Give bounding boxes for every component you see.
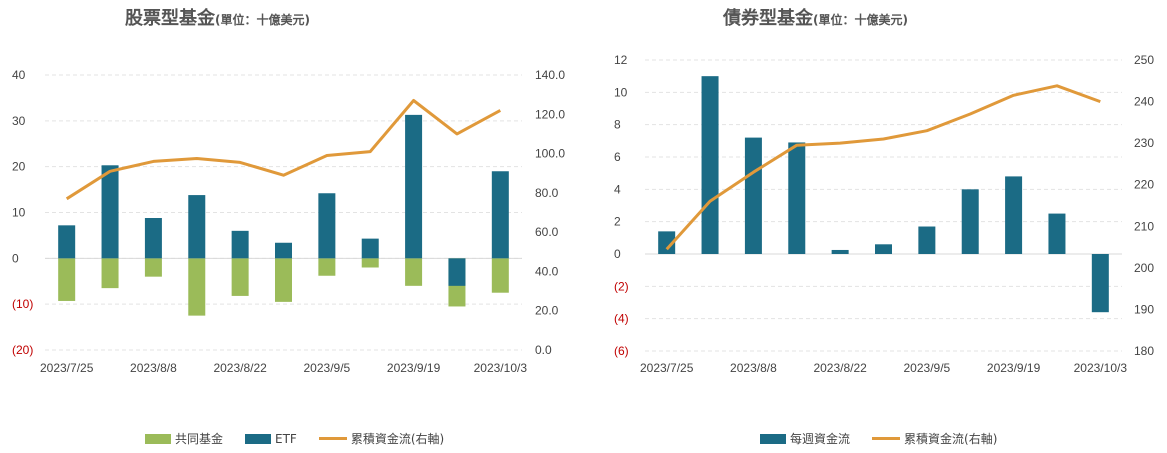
bond-chart-svg: 12 10 8 6 4 2 0 (2) (4) (6) 250 240 230 220 210 200 190 1…: [614, 53, 1154, 375]
y-left-tick-label: 0: [12, 251, 19, 265]
bar-每週資金流: [658, 231, 676, 254]
bond-fund-chart: 債券型基金(單位：十億美元) 12 10 8 6 4 2 0 (2) (4) (6) 250 240 2…: [600, 0, 1167, 453]
bar-每週資金流: [875, 244, 892, 254]
legend-item-cumulative: 累積資金流(右軸): [318, 430, 444, 447]
x-tick-label: 2023/9/5: [904, 361, 951, 375]
bar-共同基金: [188, 258, 206, 316]
y-right-tick-label: 20.0: [535, 304, 559, 318]
x-tick-label: 2023/8/8: [730, 361, 777, 375]
y-right-tick-label: 190: [1134, 302, 1154, 316]
legend-swatch: [245, 433, 272, 444]
x-tick-label: 2023/8/22: [813, 361, 867, 375]
y-left-tick-label: 10: [12, 206, 26, 220]
bar-每週資金流: [788, 142, 806, 254]
bar-每週資金流: [831, 249, 849, 254]
x-tick-label: 2023/8/8: [130, 361, 177, 375]
bar-ETF: [144, 218, 162, 259]
chart-legend: 每週資金流 累積資金流(右軸): [760, 430, 997, 447]
legend-item-cumulative: 累積資金流(右軸): [872, 430, 997, 447]
chart-title: 股票型基金(單位：十億美元): [125, 8, 310, 29]
legend-swatch: [318, 437, 347, 440]
bar-共同基金: [318, 258, 336, 276]
y-left-tick-label: 10: [614, 85, 628, 99]
x-tick-label: 2023/9/5: [304, 361, 351, 375]
bar-共同基金: [275, 258, 292, 302]
legend-swatch: [760, 433, 786, 444]
y-left-tick-label: 0: [614, 247, 621, 261]
x-tick-label: 2023/10/3: [474, 361, 528, 375]
y-right-tick-label: 240: [1134, 95, 1154, 109]
bar-每週資金流: [918, 226, 936, 254]
bar-ETF: [405, 114, 423, 259]
legend-item-weekly-flow: 每週資金流: [760, 430, 850, 447]
y-left-tick-label: 40: [12, 68, 26, 82]
bar-ETF: [188, 195, 206, 259]
y-left-tick-label: (10): [12, 297, 33, 311]
y-left-tick-label: 30: [12, 114, 26, 128]
x-tick-label: 2023/9/19: [987, 361, 1041, 375]
y-left-tick-label: (20): [12, 343, 33, 357]
y-right-tick-label: 40.0: [535, 264, 559, 278]
legend-swatch: [872, 437, 901, 440]
bar-共同基金: [491, 258, 509, 293]
equity-chart-svg: 40 30 20 10 0 (10) (20) 140.0 120.0 100.0 80.0 60.0…: [12, 68, 565, 375]
y-right-tick-label: 100.0: [535, 147, 565, 161]
line-series-cumulative: [665, 84, 1101, 251]
y-left-tick-label: 2: [614, 215, 621, 229]
bar-共同基金: [405, 258, 423, 286]
x-tick-label: 2023/9/19: [387, 361, 441, 375]
bar-每週資金流: [1091, 254, 1109, 313]
y-left-tick-label: 4: [614, 182, 621, 196]
chart-title: 債券型基金(單位：十億美元): [723, 8, 908, 29]
legend-swatch: [145, 433, 171, 444]
bar-每週資金流: [1048, 213, 1066, 254]
bar-共同基金: [361, 258, 379, 268]
y-left-tick-label: (2): [614, 279, 629, 293]
y-left-tick-label: (4): [614, 312, 629, 326]
y-right-tick-label: 250: [1134, 53, 1154, 67]
y-right-tick-label: 210: [1134, 219, 1154, 233]
x-tick-label: 2023/7/25: [40, 361, 94, 375]
x-tick-label: 2023/7/25: [640, 361, 694, 375]
x-tick-label: 2023/8/22: [213, 361, 267, 375]
bar-共同基金: [231, 258, 249, 296]
bar-ETF: [58, 225, 76, 259]
line-series-cumulative: [65, 99, 502, 201]
bar-ETF: [448, 258, 466, 286]
y-right-tick-label: 60.0: [535, 225, 559, 239]
bar-共同基金: [101, 258, 119, 289]
bar-每週資金流: [701, 76, 719, 255]
y-right-tick-label: 180: [1134, 344, 1154, 358]
bar-ETF: [318, 193, 336, 259]
y-right-tick-label: 120.0: [535, 107, 565, 121]
y-right-tick-label: 140.0: [535, 68, 565, 82]
bar-共同基金: [144, 258, 162, 277]
y-right-tick-label: 220: [1134, 178, 1154, 192]
y-left-tick-label: 6: [614, 150, 621, 164]
legend-item-etf: ETF: [245, 430, 297, 447]
y-left-tick-label: 8: [614, 118, 621, 132]
bar-ETF: [101, 165, 119, 259]
y-right-tick-label: 200: [1134, 261, 1154, 275]
bar-每週資金流: [1005, 176, 1023, 254]
x-tick-label: 2023/10/3: [1074, 361, 1128, 375]
y-left-tick-label: (6): [614, 344, 629, 358]
bar-每週資金流: [961, 189, 979, 254]
bar-ETF: [231, 230, 249, 259]
bar-每週資金流: [744, 137, 762, 254]
legend-item-mutual-fund: 共同基金: [145, 430, 223, 447]
equity-fund-chart: 股票型基金(單位：十億美元) 40 30 20 10 0 (10) (20) 140.0 120…: [0, 0, 565, 453]
y-right-tick-label: 80.0: [535, 186, 559, 200]
y-left-tick-label: 20: [12, 160, 26, 174]
y-left-tick-label: 12: [614, 53, 628, 67]
chart-legend: 共同基金 ETF 累積資金流(右軸): [145, 430, 444, 447]
bar-ETF: [361, 238, 379, 259]
bar-ETF: [275, 242, 292, 259]
y-right-tick-label: 230: [1134, 136, 1154, 150]
bar-ETF: [491, 171, 509, 259]
bar-共同基金: [58, 258, 76, 301]
y-right-tick-label: 0.0: [535, 343, 552, 357]
